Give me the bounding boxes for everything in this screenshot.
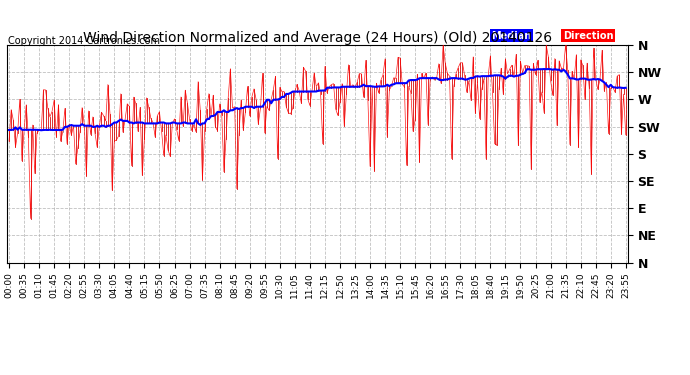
Text: Copyright 2014 Cartronics.com: Copyright 2014 Cartronics.com: [8, 36, 159, 46]
Text: Direction: Direction: [562, 31, 613, 41]
Title: Wind Direction Normalized and Average (24 Hours) (Old) 20140126: Wind Direction Normalized and Average (2…: [83, 31, 552, 45]
Text: Median: Median: [491, 31, 531, 41]
